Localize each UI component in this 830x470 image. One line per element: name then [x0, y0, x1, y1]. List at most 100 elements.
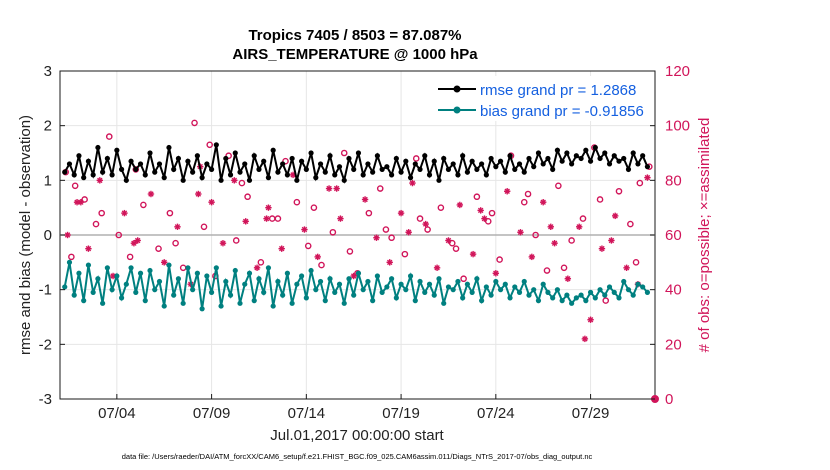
- obs-assimilated-point: [147, 190, 155, 198]
- obs-assimilated-point: [422, 220, 429, 228]
- y-axis-label: rmse and bias (model - observation): [17, 115, 34, 355]
- obs-possible-point: [166, 209, 174, 217]
- obs-assimilated-point: [576, 223, 583, 230]
- rmse-point: [483, 172, 489, 178]
- rmse-point: [535, 150, 542, 156]
- obs-assimilated-point: [278, 245, 285, 252]
- obs-possible-point: [452, 245, 460, 252]
- bias-point: [412, 298, 418, 304]
- bias-point: [450, 287, 456, 293]
- rmse-point: [227, 172, 234, 178]
- bias-point: [218, 303, 224, 309]
- obs-possible-point: [602, 297, 610, 304]
- bias-point: [280, 292, 286, 298]
- rmse-point: [583, 147, 589, 153]
- rmse-point: [76, 153, 82, 159]
- obs-assimilated-point: [397, 209, 405, 217]
- x-tick-label: 07/24: [477, 405, 515, 422]
- bias-point: [640, 284, 646, 290]
- bias-point: [616, 295, 622, 301]
- obs-assimilated-stroke: [350, 273, 357, 279]
- bias-point: [223, 278, 229, 285]
- obs-assimilated-stroke: [457, 202, 463, 208]
- rmse-point: [384, 164, 390, 170]
- bias-point: [104, 265, 110, 271]
- rmse-point: [640, 153, 646, 159]
- rmse-point: [389, 172, 395, 178]
- rmse-point: [545, 155, 551, 162]
- obs-assimilated-point: [492, 270, 500, 277]
- rmse-point: [246, 177, 253, 183]
- x-tick-label: 07/14: [288, 405, 326, 422]
- y2-axis-label: # of obs: o=possible; ×=assimilated: [696, 118, 713, 353]
- rmse-point: [516, 161, 523, 167]
- x-axis-ticks: 07/04 07/09 07/14 07/19 07/24 07/29: [98, 394, 609, 422]
- obs-assimilated-point: [528, 253, 536, 261]
- bias-point: [502, 281, 508, 287]
- obs-possible-point: [238, 179, 246, 187]
- y-tick-label: -3: [39, 391, 52, 408]
- rmse-point: [460, 153, 466, 159]
- obs-assimilated-stroke: [362, 196, 368, 203]
- bias-point: [403, 287, 409, 293]
- obs-assimilated-stroke: [337, 215, 344, 222]
- rmse-point: [199, 175, 205, 181]
- obs-assimilated-stroke: [265, 204, 272, 211]
- bias-point: [336, 281, 343, 287]
- bias-point: [554, 287, 561, 293]
- bias-point: [379, 289, 385, 295]
- bias-point: [370, 298, 376, 304]
- rmse-point: [474, 166, 480, 172]
- legend: rmse grand pr = 1.2868 bias grand pr = -…: [434, 76, 652, 121]
- obs-assimilated-stroke: [254, 265, 260, 271]
- bias-point: [535, 298, 542, 304]
- rmse-point: [502, 169, 508, 175]
- rmse-point: [512, 166, 518, 172]
- bias-point: [441, 300, 447, 306]
- rmse-point: [166, 144, 172, 151]
- obs-possible-point: [460, 275, 467, 283]
- rmse-point: [431, 158, 437, 164]
- bias-point: [417, 278, 423, 285]
- bias-point: [474, 276, 480, 282]
- rmse-point: [422, 153, 428, 159]
- obs-possible-point: [532, 231, 539, 239]
- obs-assimilated-stroke: [504, 188, 510, 195]
- bias-point: [95, 276, 101, 282]
- series-lines: [62, 142, 651, 312]
- obs-possible-point: [636, 179, 644, 187]
- rmse-point: [578, 155, 584, 162]
- obs-assimilated-point: [598, 245, 606, 252]
- rmse-point: [346, 155, 352, 162]
- rmse-point: [95, 144, 101, 151]
- bias-point: [251, 298, 257, 304]
- obs-assimilated-point: [581, 335, 589, 343]
- bias-point: [483, 284, 489, 290]
- obs-assimilated-stroke: [623, 265, 630, 271]
- bias-point: [512, 284, 518, 290]
- bias-point: [389, 276, 395, 282]
- x-tick-label: 07/09: [193, 405, 231, 422]
- obs-possible-point: [376, 185, 384, 192]
- bias-point: [422, 289, 428, 295]
- obs-assimilated-stroke: [121, 210, 128, 216]
- bias-point: [227, 292, 234, 298]
- obs-assimilated-stroke: [85, 245, 92, 252]
- obs-assimilated-stroke: [263, 215, 270, 222]
- bias-point: [261, 289, 267, 295]
- obs-possible-point: [206, 141, 213, 149]
- obs-assimilated-stroke: [409, 180, 416, 186]
- obs-assimilated-point: [623, 264, 630, 271]
- y-tick-label: 3: [44, 63, 52, 80]
- bias-point: [540, 281, 546, 287]
- bias-point: [265, 265, 272, 271]
- x-tick-label: 07/04: [98, 405, 136, 422]
- obs-assimilated-point: [231, 177, 238, 184]
- rmse-point: [507, 153, 513, 159]
- rmse-point: [66, 161, 73, 167]
- obs-assimilated-stroke: [405, 229, 412, 236]
- bias-point: [569, 300, 575, 306]
- obs-assimilated-point: [469, 250, 477, 258]
- rmse-point: [194, 153, 200, 159]
